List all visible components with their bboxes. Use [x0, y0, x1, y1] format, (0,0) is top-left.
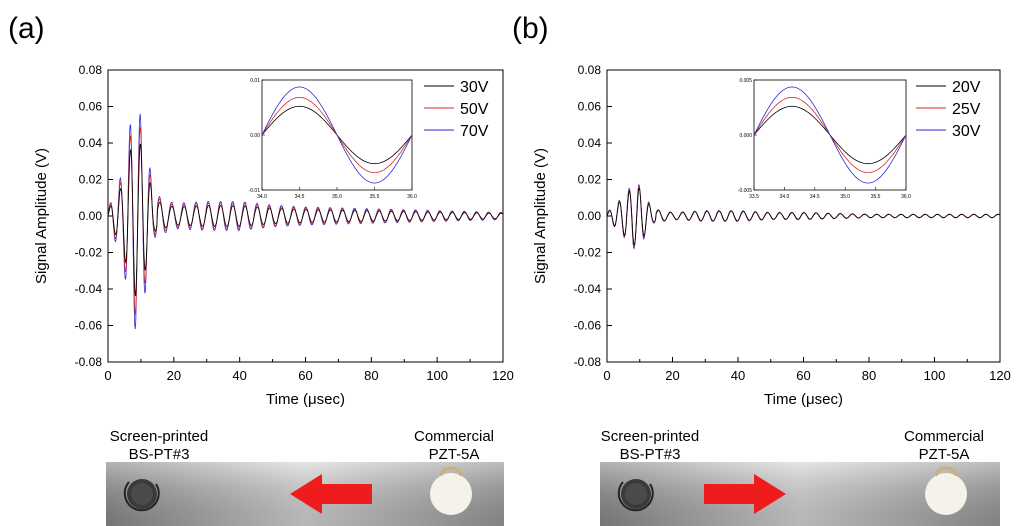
inset-series-70V [261, 86, 413, 184]
y-tick-label: -0.02 [75, 246, 103, 260]
x-tick-label: 40 [731, 368, 745, 383]
transducer-photo-b [600, 462, 1000, 526]
series-line-30V [108, 143, 503, 297]
caption-b-right-2: PZT-5A [918, 446, 970, 463]
x-tick-label: 40 [232, 368, 246, 383]
x-tick-label: 100 [426, 368, 448, 383]
y-tick-label: -0.08 [75, 355, 103, 369]
inset-y-tick-label: 0.01 [250, 78, 260, 84]
caption-b-left-2: BS-PT#3 [619, 446, 681, 463]
inset-x-tick-label: 35.0 [840, 194, 850, 200]
x-tick-label: 100 [924, 368, 946, 383]
panel-label-a: (a) [8, 12, 45, 45]
x-tick-label: 60 [796, 368, 810, 383]
y-tick-label: -0.02 [574, 246, 602, 260]
caption-b-right-1: Commercial [903, 428, 984, 445]
transducer-photo-a [106, 462, 504, 526]
legend-label: 20V [952, 79, 981, 96]
caption-a-left-2: BS-PT#3 [128, 446, 190, 463]
inset-x-tick-label: 34.5 [810, 194, 820, 200]
y-tick-label: 0.06 [79, 100, 103, 114]
inset-x-tick-label: 35.5 [370, 194, 380, 200]
x-tick-label: 120 [492, 368, 514, 383]
inset-y-tick-label: 0.005 [739, 78, 752, 84]
y-tick-label: 0.06 [578, 100, 602, 114]
inset-y-tick-label: 0.000 [739, 133, 752, 139]
y-tick-label: 0.02 [79, 173, 103, 187]
inset-x-tick-label: 36.0 [407, 194, 417, 200]
legend-label: 30V [460, 79, 489, 96]
x-tick-label: 80 [364, 368, 378, 383]
x-tick-label: 120 [989, 368, 1011, 383]
chart-panel-b: 0 20 40 60 80 100 120 0.08 0.06 0.04 0.02 0.00 -0.02… [532, 63, 1011, 408]
x-tick-label: 0 [104, 368, 111, 383]
panel-label-b: (b) [512, 12, 549, 45]
x-tick-label: 20 [665, 368, 679, 383]
inset-x-tick-label: 34.0 [780, 194, 790, 200]
y-tick-label: 0.08 [79, 63, 103, 77]
y-tick-label: 0.00 [578, 209, 602, 223]
y-axis-label: Signal Amplitude (V) [33, 148, 50, 284]
y-tick-label: 0.02 [578, 173, 602, 187]
inset-x-tick-label: 34.0 [257, 194, 267, 200]
caption-a-right-1: Commercial [413, 428, 494, 445]
x-tick-label: 20 [167, 368, 181, 383]
y-tick-label: 0.00 [79, 209, 103, 223]
inset-x-tick-label: 35.5 [871, 194, 881, 200]
y-tick-label: -0.06 [75, 319, 103, 333]
y-tick-label: -0.08 [574, 355, 602, 369]
y-tick-label: 0.04 [578, 136, 602, 150]
x-axis-label: Time (μsec) [764, 391, 843, 408]
x-tick-label: 0 [603, 368, 610, 383]
chart-panel-a: 0 20 40 60 80 100 120 0.08 0.06 0.04 0.02 0.00 -0.02… [33, 63, 514, 408]
inset-y-tick-label: 0.00 [250, 133, 260, 139]
legend-label: 30V [952, 123, 981, 140]
y-tick-label: -0.06 [574, 319, 602, 333]
caption-a-left-1: Screen-printed [109, 428, 209, 445]
y-tick-label: -0.04 [75, 282, 103, 296]
legend-label: 25V [952, 101, 981, 118]
inset-x-tick-label: 34.5 [295, 194, 305, 200]
inset-series-30V [753, 86, 907, 184]
inset-x-tick-label: 35.0 [332, 194, 342, 200]
y-tick-label: -0.04 [574, 282, 602, 296]
x-axis-label: Time (μsec) [266, 391, 345, 408]
legend-label: 50V [460, 101, 489, 118]
series-line-30V [607, 183, 1000, 250]
inset-x-tick-label: 33.5 [749, 194, 759, 200]
legend-label: 70V [460, 123, 489, 140]
caption-a-right-2: PZT-5A [428, 446, 480, 463]
y-axis-label: Signal Amplitude (V) [532, 148, 549, 284]
caption-b-left-1: Screen-printed [600, 428, 700, 445]
y-tick-label: 0.04 [79, 136, 103, 150]
inset-y-tick-label: -0.005 [738, 188, 752, 194]
series-line-20V [607, 187, 1000, 245]
inset-x-tick-label: 36.0 [901, 194, 911, 200]
inset-y-tick-label: -0.01 [249, 188, 261, 194]
x-tick-label: 80 [862, 368, 876, 383]
y-tick-label: 0.08 [578, 63, 602, 77]
x-tick-label: 60 [298, 368, 312, 383]
